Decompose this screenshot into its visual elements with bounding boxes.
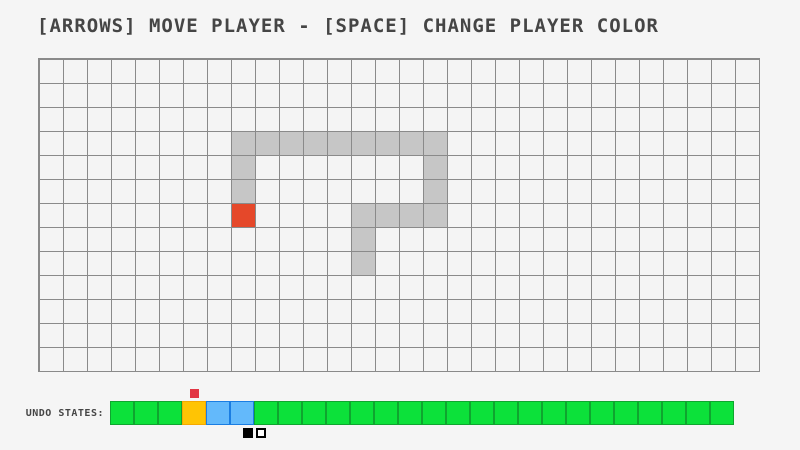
- trail-cell: [424, 204, 447, 227]
- trail-cell: [280, 132, 303, 155]
- undo-state-cell-green: [590, 401, 614, 425]
- undo-states-label: UNDO STATES:: [25, 408, 104, 419]
- undo-state-cell-green: [278, 401, 302, 425]
- trail-cell: [328, 132, 351, 155]
- trail-cell: [424, 132, 447, 155]
- trail-cell: [424, 156, 447, 179]
- undo-state-cell-green: [518, 401, 542, 425]
- undo-states-bar: [110, 401, 734, 425]
- trail-cell: [376, 132, 399, 155]
- player-cell: [232, 204, 255, 227]
- undo-state-cell-green: [158, 401, 182, 425]
- trail-cell: [352, 252, 375, 275]
- undo-state-cell-orange: [182, 401, 206, 425]
- undo-state-cell-green: [254, 401, 278, 425]
- undo-state-cell-green: [662, 401, 686, 425]
- undo-state-cell-blue: [206, 401, 230, 425]
- trail-cell: [376, 204, 399, 227]
- undo-state-cell-green: [614, 401, 638, 425]
- instructions-title: [ARROWS] MOVE PLAYER - [SPACE] CHANGE PL…: [37, 15, 659, 37]
- trail-cell: [232, 156, 255, 179]
- trail-cell: [352, 132, 375, 155]
- trail-cell: [256, 132, 279, 155]
- undo-state-cell-green: [686, 401, 710, 425]
- undo-state-cell-green: [110, 401, 134, 425]
- trail-cell: [352, 204, 375, 227]
- trail-cell: [304, 132, 327, 155]
- white-square-icon: [256, 428, 266, 438]
- undo-state-cell-green: [494, 401, 518, 425]
- undo-state-cell-green: [398, 401, 422, 425]
- undo-state-cell-blue: [230, 401, 254, 425]
- undo-state-cell-green: [302, 401, 326, 425]
- trail-cell: [400, 132, 423, 155]
- trail-cell: [232, 132, 255, 155]
- undo-state-cell-green: [446, 401, 470, 425]
- undo-state-cell-green: [422, 401, 446, 425]
- undo-state-cell-green: [326, 401, 350, 425]
- trail-cell: [232, 180, 255, 203]
- undo-state-cell-green: [638, 401, 662, 425]
- undo-state-cell-green: [566, 401, 590, 425]
- undo-state-cell-green: [542, 401, 566, 425]
- undo-state-cell-green: [374, 401, 398, 425]
- trail-cell: [424, 180, 447, 203]
- black-square-icon: [243, 428, 253, 438]
- undo-state-cell-green: [134, 401, 158, 425]
- game-grid: [38, 58, 760, 372]
- undo-state-cell-green: [350, 401, 374, 425]
- trail-cell: [352, 228, 375, 251]
- trail-cell: [400, 204, 423, 227]
- undo-state-cell-green: [470, 401, 494, 425]
- undo-state-cell-green: [710, 401, 734, 425]
- undo-marker-icon: [190, 389, 199, 398]
